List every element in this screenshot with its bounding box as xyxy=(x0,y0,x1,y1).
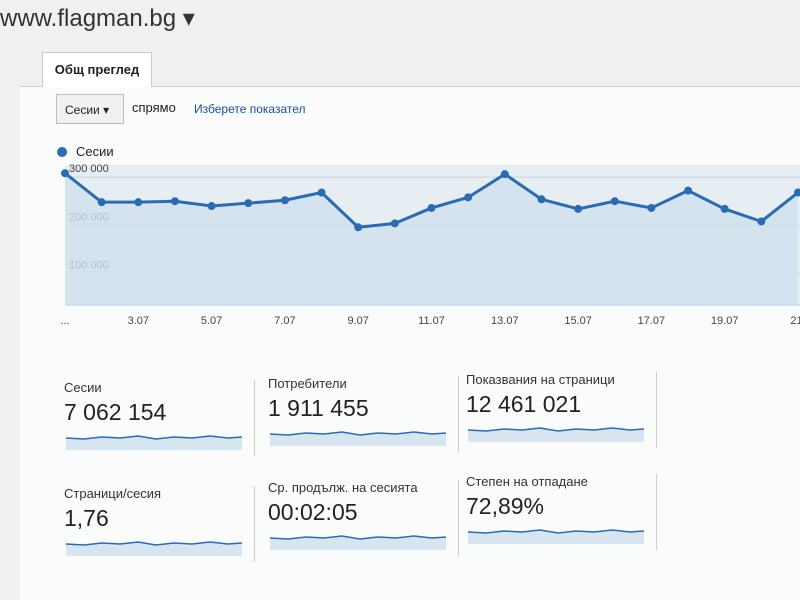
metric-label: Степен на отпадане xyxy=(466,474,588,489)
point xyxy=(757,217,766,226)
point xyxy=(390,219,399,228)
metric-value: 00:02:05 xyxy=(268,499,358,525)
point xyxy=(280,196,289,205)
metric-card: Показвания на страници 12 461 021 xyxy=(466,372,657,448)
x-tick-label: ... xyxy=(60,315,69,327)
x-tick-label: 19.07 xyxy=(711,315,739,327)
legend-dot xyxy=(57,147,67,157)
point xyxy=(207,202,216,211)
x-tick-label: 3.07 xyxy=(128,315,149,327)
metric-value: 12 461 021 xyxy=(466,391,582,417)
point xyxy=(61,169,69,178)
sparkline xyxy=(65,541,243,556)
point xyxy=(684,186,693,195)
sparkline xyxy=(467,529,645,544)
sparkline xyxy=(65,435,243,450)
x-tick-label: 13.07 xyxy=(491,315,519,327)
metric-card: Потребители 1 911 455 xyxy=(268,376,459,452)
sparkline xyxy=(269,535,447,550)
x-tick-label: 17.07 xyxy=(638,315,666,327)
metric-card: Страници/сесия 1,76 xyxy=(64,486,255,562)
point xyxy=(464,193,473,202)
sparkline xyxy=(269,431,447,446)
legend-label: Сесии xyxy=(76,144,114,159)
x-tick-label: 15.07 xyxy=(564,315,592,327)
x-tick-label: 5.07 xyxy=(201,315,222,327)
point xyxy=(537,195,546,204)
metric-card: Сесии 7 062 154 xyxy=(64,380,255,456)
choose-metric-link[interactable]: Изберете показател xyxy=(194,102,306,116)
metric-value: 1 911 455 xyxy=(268,395,369,421)
metric-label: Страници/сесия xyxy=(64,486,162,501)
tab[interactable]: Общ преглед xyxy=(42,52,152,87)
point xyxy=(134,198,143,207)
y-tick-label: 300 000 xyxy=(69,163,109,175)
metric-value: 1,76 xyxy=(64,505,109,531)
metric-label: Потребители xyxy=(268,376,347,391)
site-name: www.flagman.bg xyxy=(0,5,177,32)
point xyxy=(794,188,800,197)
point xyxy=(720,204,729,213)
x-tick-label: 9.07 xyxy=(347,315,368,327)
x-tick-label: 7.07 xyxy=(274,315,295,327)
point xyxy=(500,170,509,179)
x-tick-label: 21. xyxy=(790,315,800,327)
metric-label: Сесии xyxy=(64,380,102,395)
metric-card: Ср. продълж. на сесията 00:02:05 xyxy=(268,480,459,556)
point xyxy=(97,198,106,207)
point xyxy=(317,188,326,197)
point xyxy=(574,204,583,213)
point xyxy=(647,203,656,212)
metric-dropdown[interactable]: Сесии ▾ xyxy=(56,94,124,124)
metric-label: Сесии xyxy=(65,103,100,117)
point xyxy=(170,197,179,206)
site-selector[interactable]: www.flagman.bg ▾ xyxy=(0,5,195,32)
x-tick-label: 11.07 xyxy=(418,315,445,327)
point xyxy=(244,199,253,208)
point xyxy=(427,203,436,212)
sparkline xyxy=(467,427,645,442)
metric-value: 7 062 154 xyxy=(64,399,167,425)
chart: 100 000200 000300 000...3.075.077.079.07… xyxy=(57,144,800,327)
metric-label: Ср. продълж. на сесията xyxy=(268,480,418,495)
metric-value: 72,89% xyxy=(466,493,545,519)
point xyxy=(354,223,363,232)
metric-label: Показвания на страници xyxy=(466,372,615,387)
point xyxy=(610,197,619,206)
metric-card: Степен на отпадане 72,89% xyxy=(466,474,657,550)
versus-label: спрямо xyxy=(132,100,176,115)
